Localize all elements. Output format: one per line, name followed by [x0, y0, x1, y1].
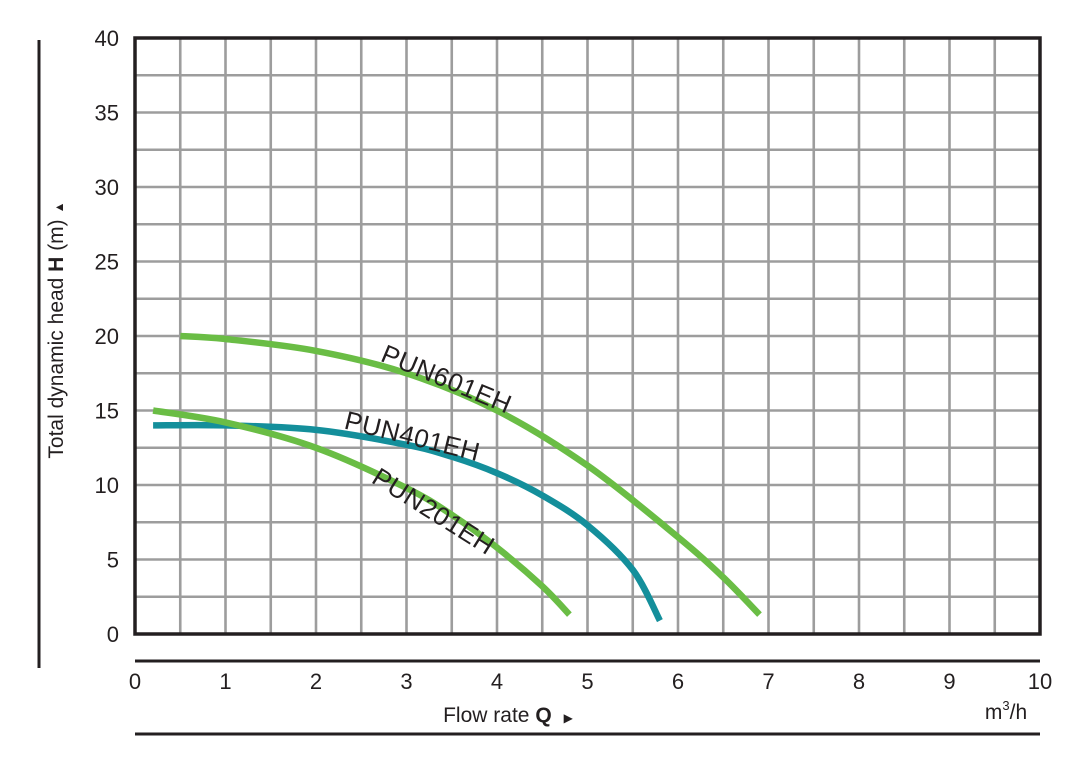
y-axis-title-symbol: H	[45, 257, 68, 272]
x-axis-title-symbol: Q	[535, 704, 551, 727]
y-tick-label: 0	[107, 622, 119, 647]
x-tick-label: 10	[1028, 669, 1052, 694]
x-axis-title: Flow rate Q ▶	[443, 704, 574, 727]
y-axis-arrow: ▲	[52, 201, 66, 213]
curve-label-pun201eh: PUN201EH	[367, 462, 500, 561]
x-axis-unit-tail: /h	[1010, 701, 1028, 724]
x-tick-label: 7	[762, 669, 774, 694]
x-tick-label: 6	[672, 669, 684, 694]
tick-labels: 0 5 10 15 20 25 30 35 40 0 1 2 3 4 5 6 7 8 9 10	[95, 26, 1053, 694]
x-tick-label: 3	[400, 669, 412, 694]
curve-pun201eh	[152, 407, 572, 617]
x-tick-label: 1	[219, 669, 231, 694]
y-tick-label: 35	[95, 101, 119, 126]
plot-frame	[37, 36, 1042, 736]
y-axis-title: Total dynamic head H (m) ▲	[45, 201, 68, 458]
grid	[135, 38, 1040, 634]
y-axis-title-prefix: Total dynamic head	[45, 272, 68, 459]
x-tick-label: 8	[853, 669, 865, 694]
x-tick-label: 5	[581, 669, 593, 694]
y-tick-label: 25	[95, 250, 119, 275]
x-axis-unit-base: m	[985, 701, 1003, 724]
y-tick-label: 30	[95, 175, 119, 200]
x-tick-label: 9	[943, 669, 955, 694]
plot-border	[133, 36, 1042, 636]
y-tick-label: 15	[95, 399, 119, 424]
x-tick-label: 4	[491, 669, 503, 694]
curve-label-pun601eh: PUN601EH	[377, 338, 516, 419]
curve-pun401eh	[153, 421, 663, 623]
x-axis-arrow: ▶	[564, 711, 574, 725]
curve-pun601eh	[180, 332, 762, 617]
y-axis-title-suffix: (m)	[45, 219, 68, 256]
y-tick-label: 20	[95, 324, 119, 349]
y-tick-label: 10	[95, 473, 119, 498]
x-axis-unit: m3/h	[985, 698, 1027, 724]
x-tick-label: 0	[129, 669, 141, 694]
curves	[152, 332, 762, 623]
x-axis-unit-exponent: 3	[1002, 698, 1009, 713]
y-tick-label: 40	[95, 26, 119, 51]
x-tick-label: 2	[310, 669, 322, 694]
x-axis-title-prefix: Flow rate	[443, 704, 535, 727]
y-tick-label: 5	[107, 548, 119, 573]
curve-label-pun401eh: PUN401EH	[342, 405, 484, 467]
